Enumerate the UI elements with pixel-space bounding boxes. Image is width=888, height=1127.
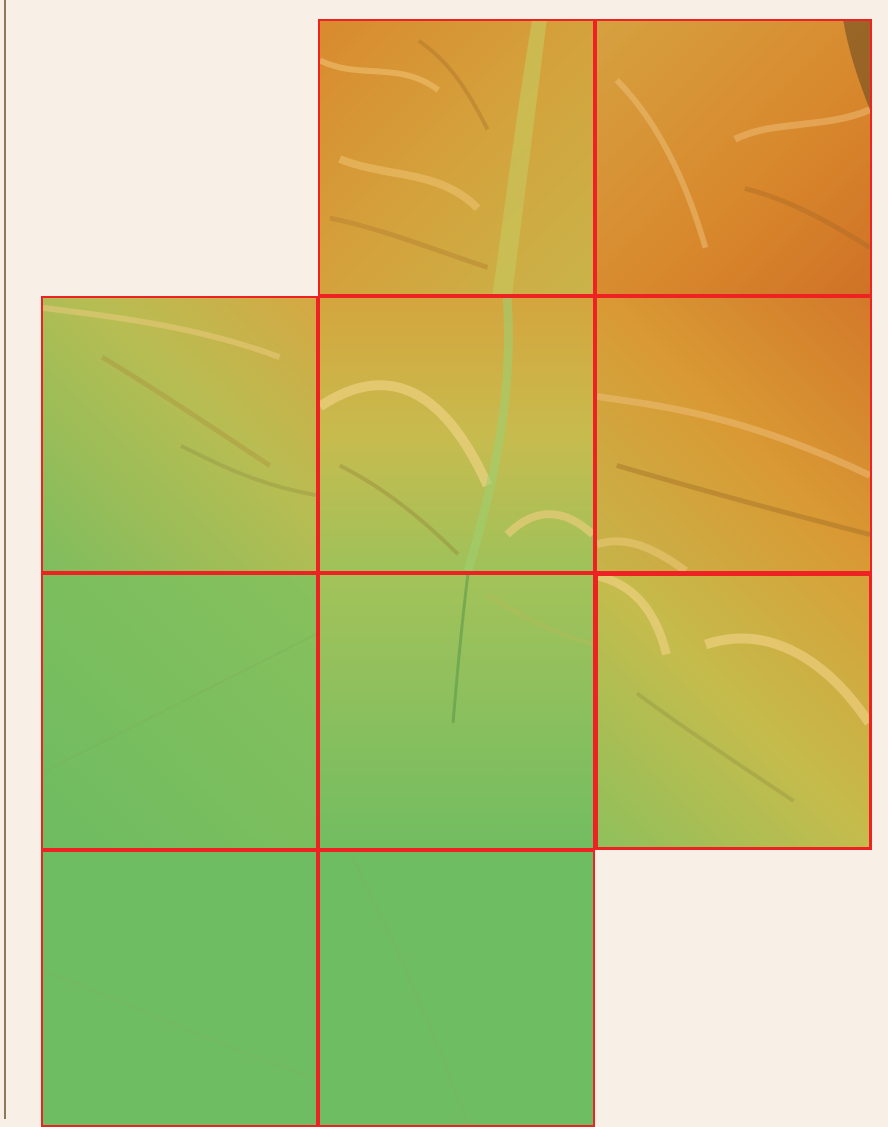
viewport-left-border [4,0,6,1119]
map-tile-r2c0[interactable] [41,573,318,850]
map-tile-r1c2[interactable] [595,296,872,573]
map-tile-r2c2-selected[interactable] [595,573,872,850]
map-tile-r2c1[interactable] [318,573,595,850]
map-tile-r1c0[interactable] [41,296,318,573]
map-tile-r3c1[interactable] [318,850,595,1127]
map-tile-r1c1[interactable] [318,296,595,573]
map-tile-r0c2[interactable] [595,19,872,296]
map-tile-r3c0[interactable] [41,850,318,1127]
map-tile-r0c1[interactable] [318,19,595,296]
